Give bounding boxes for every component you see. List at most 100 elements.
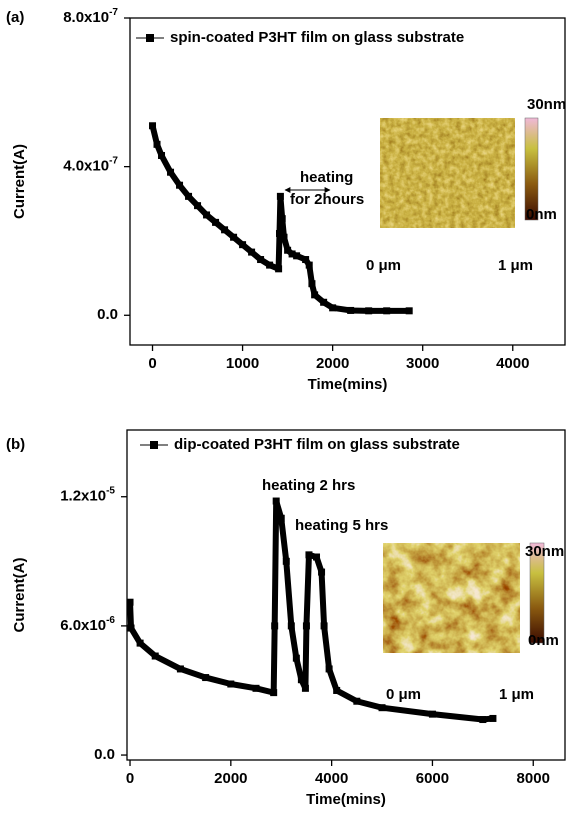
data-point: [303, 622, 310, 629]
data-point: [326, 665, 333, 672]
scale-max-label: 30nm: [527, 96, 566, 113]
data-point: [154, 141, 161, 148]
scale-min-label: 0nm: [526, 206, 557, 223]
data-point: [239, 241, 246, 248]
data-point: [305, 551, 312, 558]
data-point: [298, 676, 305, 683]
data-point: [271, 622, 278, 629]
data-point: [212, 219, 219, 226]
afm-image: [383, 543, 520, 653]
y-axis-title: Current(A): [11, 558, 28, 633]
legend-marker: [146, 34, 154, 42]
afm-image: [380, 118, 515, 228]
data-point: [293, 252, 300, 259]
data-point: [283, 558, 290, 565]
annotation: heating 5 hrs: [295, 517, 388, 534]
panel-label: (b): [6, 436, 25, 453]
data-point: [128, 625, 135, 632]
y-tick-label: 8.0x10-7: [63, 7, 118, 26]
data-point: [329, 304, 336, 311]
afm-inset-b: [383, 543, 544, 653]
data-point: [311, 291, 318, 298]
data-point: [185, 193, 192, 200]
x-tick-label: 4000: [315, 770, 348, 787]
inset-x-end: 1 μm: [499, 686, 534, 703]
data-point: [221, 226, 228, 233]
scale-max-label: 30nm: [525, 543, 564, 560]
data-point: [270, 689, 277, 696]
data-point: [277, 193, 284, 200]
x-tick-label: 0: [148, 355, 156, 372]
data-point: [230, 234, 237, 241]
y-tick-label: 1.2x10-5: [60, 485, 115, 504]
annotation: heating: [300, 169, 353, 186]
data-point: [302, 685, 309, 692]
x-tick-label: 6000: [416, 770, 449, 787]
data-point: [149, 122, 156, 129]
annotation: heating 2 hrs: [262, 477, 355, 494]
data-point: [383, 307, 390, 314]
data-point: [248, 249, 255, 256]
legend-marker: [150, 441, 158, 449]
x-tick-label: 1000: [226, 355, 259, 372]
data-point: [293, 655, 300, 662]
x-axis-title: Time(mins): [308, 376, 388, 393]
scale-min-label: 0nm: [528, 632, 559, 649]
figure: 0 1000 2000 3000 4000 0.0 4.0x10-7 8.0x10-7 Time…: [0, 0, 566, 816]
x-tick-label: 0: [126, 770, 134, 787]
data-point: [203, 211, 210, 218]
data-point: [266, 262, 273, 269]
data-point: [275, 265, 282, 272]
data-point: [379, 704, 386, 711]
inset-x-end: 1 μm: [498, 257, 533, 274]
data-point: [333, 687, 340, 694]
data-point: [167, 169, 174, 176]
x-tick-label: 2000: [316, 355, 349, 372]
data-point: [308, 280, 315, 287]
data-point: [318, 569, 325, 576]
x-tick-label: 8000: [517, 770, 550, 787]
data-point: [288, 622, 295, 629]
y-tick-label: 4.0x10-7: [63, 155, 118, 174]
inset-x-start: 0 μm: [386, 686, 421, 703]
x-axis-title: Time(mins): [306, 791, 386, 808]
data-point: [406, 307, 413, 314]
x-tick-label: 3000: [406, 355, 439, 372]
data-point: [158, 152, 165, 159]
data-point: [347, 307, 354, 314]
y-tick-label: 6.0x10-6: [60, 615, 115, 634]
data-point: [127, 599, 134, 606]
rms-label: RMS=4.1nm: [390, 651, 475, 668]
data-point: [365, 307, 372, 314]
data-point: [202, 674, 209, 681]
color-bar: [525, 118, 538, 220]
data-point: [321, 622, 328, 629]
legend-label: dip-coated P3HT film on glass substrate: [174, 436, 460, 453]
panel-label: (a): [6, 9, 24, 26]
data-point: [278, 515, 285, 522]
data-point: [489, 715, 496, 722]
y-axis-title: Current(A): [11, 144, 28, 219]
data-point: [227, 681, 234, 688]
data-point: [279, 215, 286, 222]
y-tick-label: 0.0: [94, 746, 115, 763]
data-point: [137, 640, 144, 647]
x-tick-label: 4000: [496, 355, 529, 372]
data-point: [177, 665, 184, 672]
rms-label: RMS=0.9nm: [385, 231, 470, 248]
x-tick-label: 2000: [214, 770, 247, 787]
y-tick-label: 0.0: [97, 306, 118, 323]
data-point: [353, 698, 360, 705]
data-point: [479, 716, 486, 723]
data-point: [253, 685, 260, 692]
data-point: [429, 711, 436, 718]
data-point: [281, 234, 288, 241]
data-point: [257, 256, 264, 263]
inset-x-start: 0 μm: [366, 257, 401, 274]
data-point: [306, 262, 313, 269]
data-point: [313, 554, 320, 561]
data-point: [194, 202, 201, 209]
data-point: [176, 182, 183, 189]
legend-label: spin-coated P3HT film on glass substrate: [170, 29, 464, 46]
data-point: [152, 653, 159, 660]
